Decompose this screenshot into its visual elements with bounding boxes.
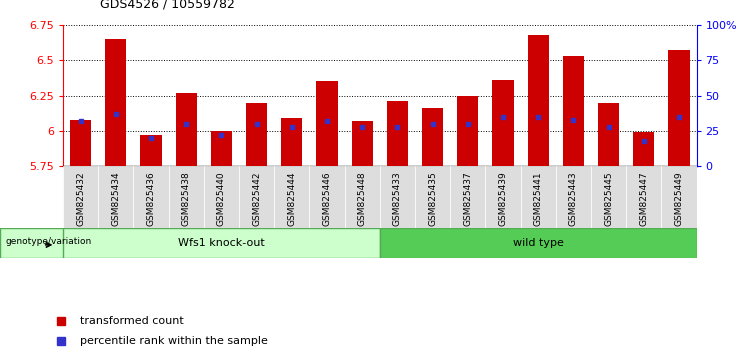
Bar (598, 103, 619, 166)
Bar (556, 166, 591, 228)
Text: GSM825445: GSM825445 (604, 171, 613, 226)
Text: GSM825447: GSM825447 (639, 171, 648, 226)
Bar (351, 121, 373, 166)
Bar (379, 228, 697, 258)
Bar (168, 166, 204, 228)
Text: GSM825449: GSM825449 (674, 171, 683, 226)
Bar (379, 166, 415, 228)
Bar (492, 80, 514, 166)
Text: Wfs1 knock-out: Wfs1 knock-out (178, 238, 265, 249)
Text: GSM825446: GSM825446 (322, 171, 331, 226)
Bar (387, 101, 408, 166)
Bar (274, 166, 309, 228)
Bar (661, 166, 697, 228)
Text: GSM825441: GSM825441 (534, 171, 542, 226)
Text: GDS4526 / 10559782: GDS4526 / 10559782 (100, 0, 235, 11)
Bar (281, 118, 302, 166)
Bar (310, 166, 345, 228)
Bar (176, 93, 197, 166)
Text: wild type: wild type (513, 238, 564, 249)
Bar (415, 166, 450, 228)
Text: GSM825437: GSM825437 (463, 171, 472, 226)
Text: GSM825444: GSM825444 (288, 171, 296, 226)
Text: GSM825439: GSM825439 (499, 171, 508, 226)
Text: GSM825434: GSM825434 (111, 171, 120, 226)
Bar (457, 96, 478, 166)
Bar (98, 166, 133, 228)
Bar (422, 108, 443, 166)
Bar (668, 50, 689, 166)
Bar (70, 120, 91, 166)
Text: GSM825440: GSM825440 (217, 171, 226, 226)
Text: GSM825435: GSM825435 (428, 171, 437, 226)
Bar (63, 166, 98, 228)
Text: GSM825448: GSM825448 (358, 171, 367, 226)
Bar (204, 166, 239, 228)
Bar (105, 39, 126, 166)
Text: genotype/variation: genotype/variation (5, 238, 91, 246)
Bar (133, 166, 168, 228)
Text: transformed count: transformed count (80, 316, 184, 326)
Bar (528, 35, 548, 166)
Text: GSM825438: GSM825438 (182, 171, 190, 226)
Text: percentile rank within the sample: percentile rank within the sample (80, 336, 268, 346)
Bar (63, 228, 379, 258)
Bar (210, 131, 232, 166)
Bar (246, 103, 267, 166)
Bar (316, 81, 337, 166)
Text: GSM825432: GSM825432 (76, 171, 85, 226)
Bar (562, 56, 584, 166)
Bar (633, 132, 654, 166)
Bar (141, 135, 162, 166)
Text: GSM825436: GSM825436 (147, 171, 156, 226)
Bar (239, 166, 274, 228)
Bar (485, 166, 520, 228)
Text: GSM825442: GSM825442 (252, 171, 261, 226)
Bar (345, 166, 379, 228)
Bar (591, 166, 626, 228)
Bar (626, 166, 661, 228)
Bar (450, 166, 485, 228)
Text: GSM825433: GSM825433 (393, 171, 402, 226)
Bar (520, 166, 556, 228)
Text: GSM825443: GSM825443 (569, 171, 578, 226)
